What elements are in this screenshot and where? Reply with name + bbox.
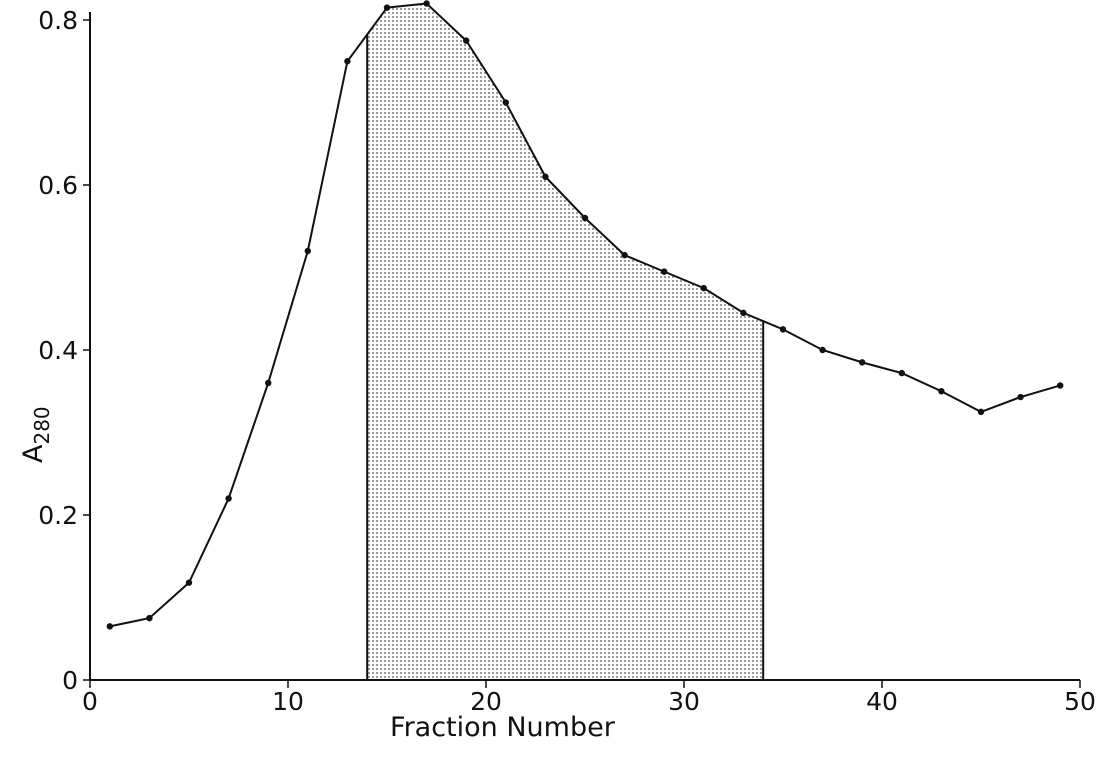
data-point (502, 99, 509, 106)
y-tick-label: 0.2 (38, 501, 78, 530)
data-point (106, 623, 114, 630)
data-point (542, 173, 549, 180)
data-point (265, 379, 272, 387)
series-layer (106, 0, 1064, 630)
axes (83, 12, 1081, 688)
tick-labels: 0 10 20 30 40 50 0 0.2 0.4 0.6 0.8 (38, 6, 1096, 716)
y-axis-title: A280 (18, 406, 54, 463)
data-point (1057, 382, 1064, 389)
y-axis-title-main: A (18, 444, 49, 463)
data-point (779, 326, 787, 333)
data-point (423, 0, 430, 7)
y-tick-label: 0.6 (38, 171, 78, 200)
data-point (938, 388, 945, 395)
x-tick-label: 10 (272, 687, 304, 716)
x-tick-label: 0 (82, 687, 98, 716)
data-point (700, 284, 707, 292)
data-point (304, 247, 311, 255)
data-point (146, 614, 153, 622)
shaded-region-layer (366, 3, 765, 680)
data-point (463, 37, 470, 44)
data-point (819, 346, 826, 354)
data-point (383, 4, 391, 11)
data-point (977, 408, 985, 416)
data-point (661, 268, 668, 275)
y-tick-label: 0.4 (38, 336, 78, 365)
data-point (225, 495, 232, 502)
x-axis-title: Fraction Number (390, 712, 616, 743)
data-point (1017, 393, 1024, 401)
y-tick-label: 0 (62, 666, 78, 695)
x-tick-label: 30 (668, 687, 700, 716)
data-point (898, 369, 905, 377)
data-point (581, 214, 589, 222)
x-tick-label: 40 (866, 687, 898, 716)
data-point (185, 579, 193, 586)
data-point (621, 251, 628, 259)
y-tick-label: 0.8 (38, 6, 78, 35)
data-point (859, 359, 866, 366)
y-axis-title-subscript: 280 (30, 406, 54, 444)
data-point (740, 309, 747, 317)
data-point (344, 58, 351, 65)
x-tick-label: 20 (470, 687, 502, 716)
x-tick-label: 50 (1064, 687, 1096, 716)
shaded-region (367, 3, 764, 680)
